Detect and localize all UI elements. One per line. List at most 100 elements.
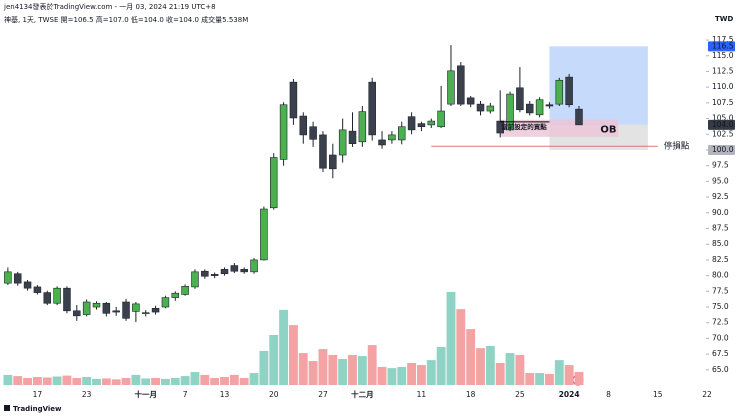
volume-bar (82, 377, 92, 385)
volume-bar (456, 309, 466, 385)
candle-body (457, 65, 465, 105)
x-tick-label: 17 (33, 390, 43, 399)
ob-label: OB (600, 124, 616, 135)
candle-body (447, 70, 455, 105)
volume-bar (151, 377, 161, 385)
candle-body (545, 104, 554, 107)
candle-body (437, 110, 445, 128)
y-tick-label: 117.5 (712, 35, 734, 44)
candle-body (486, 105, 495, 112)
chart-subtitle: 神基, 1天, TWSE 開=106.5 高=107.0 低=104.0 收=1… (4, 15, 248, 24)
candle-body (210, 274, 219, 276)
candle-body (575, 108, 583, 126)
volume-bar (190, 372, 200, 385)
candle-body (161, 297, 170, 308)
candle-body (102, 302, 111, 314)
candle-body (476, 103, 485, 112)
volume-bar (111, 379, 121, 385)
volume-bar (13, 376, 23, 385)
candle-body (496, 120, 504, 134)
candle-body (33, 286, 42, 293)
volume-bar (328, 354, 338, 385)
candle-body (338, 129, 347, 156)
candle-body (516, 87, 524, 111)
candle-body (13, 273, 22, 284)
y-tick-label: 115.0 (712, 51, 734, 60)
candle-body (417, 123, 426, 128)
price-tag (708, 144, 735, 155)
volume-bar (417, 365, 426, 385)
volume-bar (52, 376, 62, 385)
candle-body (112, 310, 120, 313)
y-tick-label: 77.5 (712, 286, 729, 295)
candle-body (4, 271, 12, 284)
volume-bar (545, 373, 554, 385)
volume-bar (367, 345, 377, 385)
volume-bar (180, 376, 190, 385)
candle-body (319, 134, 327, 169)
x-tick-label: 27 (318, 390, 328, 399)
volume-bar (377, 366, 387, 385)
volume-bar (357, 356, 367, 385)
y-tick-label: 82.5 (712, 255, 729, 264)
volume-bar (121, 377, 131, 385)
y-tick-label: 95.0 (712, 176, 729, 185)
volume-bar (476, 348, 485, 385)
brand: TradingView (13, 405, 62, 413)
volume-bar (259, 350, 269, 385)
volume-bar (387, 368, 397, 385)
volume-bar (249, 373, 259, 385)
y-tick-label: 90.0 (712, 208, 729, 217)
x-tick-label: 2024 (559, 390, 580, 399)
volume-bar (72, 377, 82, 385)
volume-bar (32, 377, 42, 385)
volume-bar (200, 374, 210, 385)
volume-bar (436, 346, 446, 385)
volume-bar (407, 362, 417, 385)
candle-body (141, 312, 150, 314)
y-tick-label: 102.5 (712, 129, 734, 138)
y-tick-label: 85.0 (712, 239, 729, 248)
price-tag-label: 104.0 (712, 120, 734, 129)
volume-bar (3, 374, 13, 385)
y-tick-label: 70.0 (712, 333, 729, 342)
price-tag-label: 100.0 (712, 145, 734, 154)
volume-bar (141, 378, 151, 385)
x-tick-label: 8 (606, 390, 611, 399)
y-tick-label: 107.5 (712, 98, 734, 107)
candle-body (329, 154, 337, 170)
volume-bar (466, 329, 476, 385)
volume-bar (131, 374, 141, 385)
y-tick-label: 92.5 (712, 192, 729, 201)
candle-body (378, 139, 386, 146)
y-tick-label: 65.0 (712, 365, 729, 374)
price-tag (708, 119, 735, 130)
x-tick-label: 18 (466, 390, 476, 399)
volume-bar (495, 362, 505, 385)
x-tick-label: 22 (702, 390, 712, 399)
entry-label: 當前設定的買點 (501, 122, 547, 131)
candle-body (201, 270, 209, 277)
x-tick-label: 13 (220, 390, 230, 399)
candle-body (407, 116, 416, 131)
candle-body (240, 269, 248, 273)
candle-body (397, 126, 406, 141)
volume-bar (505, 353, 515, 385)
candle-body (82, 301, 91, 315)
volume-bar (288, 325, 298, 385)
candle-body (427, 120, 436, 126)
volume-bar (308, 361, 318, 385)
candle-body (92, 302, 101, 308)
y-tick-label: 87.5 (712, 224, 729, 233)
volume-bar (160, 378, 170, 385)
y-tick-label: 80.0 (712, 271, 729, 280)
volume-bar (554, 360, 564, 385)
volume-bar (42, 377, 52, 385)
candle-body (23, 281, 32, 289)
y-tick-label: 110.0 (712, 82, 734, 91)
volume-bar (101, 378, 111, 385)
candle-body (53, 287, 61, 304)
stop-label: 停損點 (664, 141, 690, 152)
candle-body (299, 115, 308, 136)
volume-bar (525, 373, 535, 385)
